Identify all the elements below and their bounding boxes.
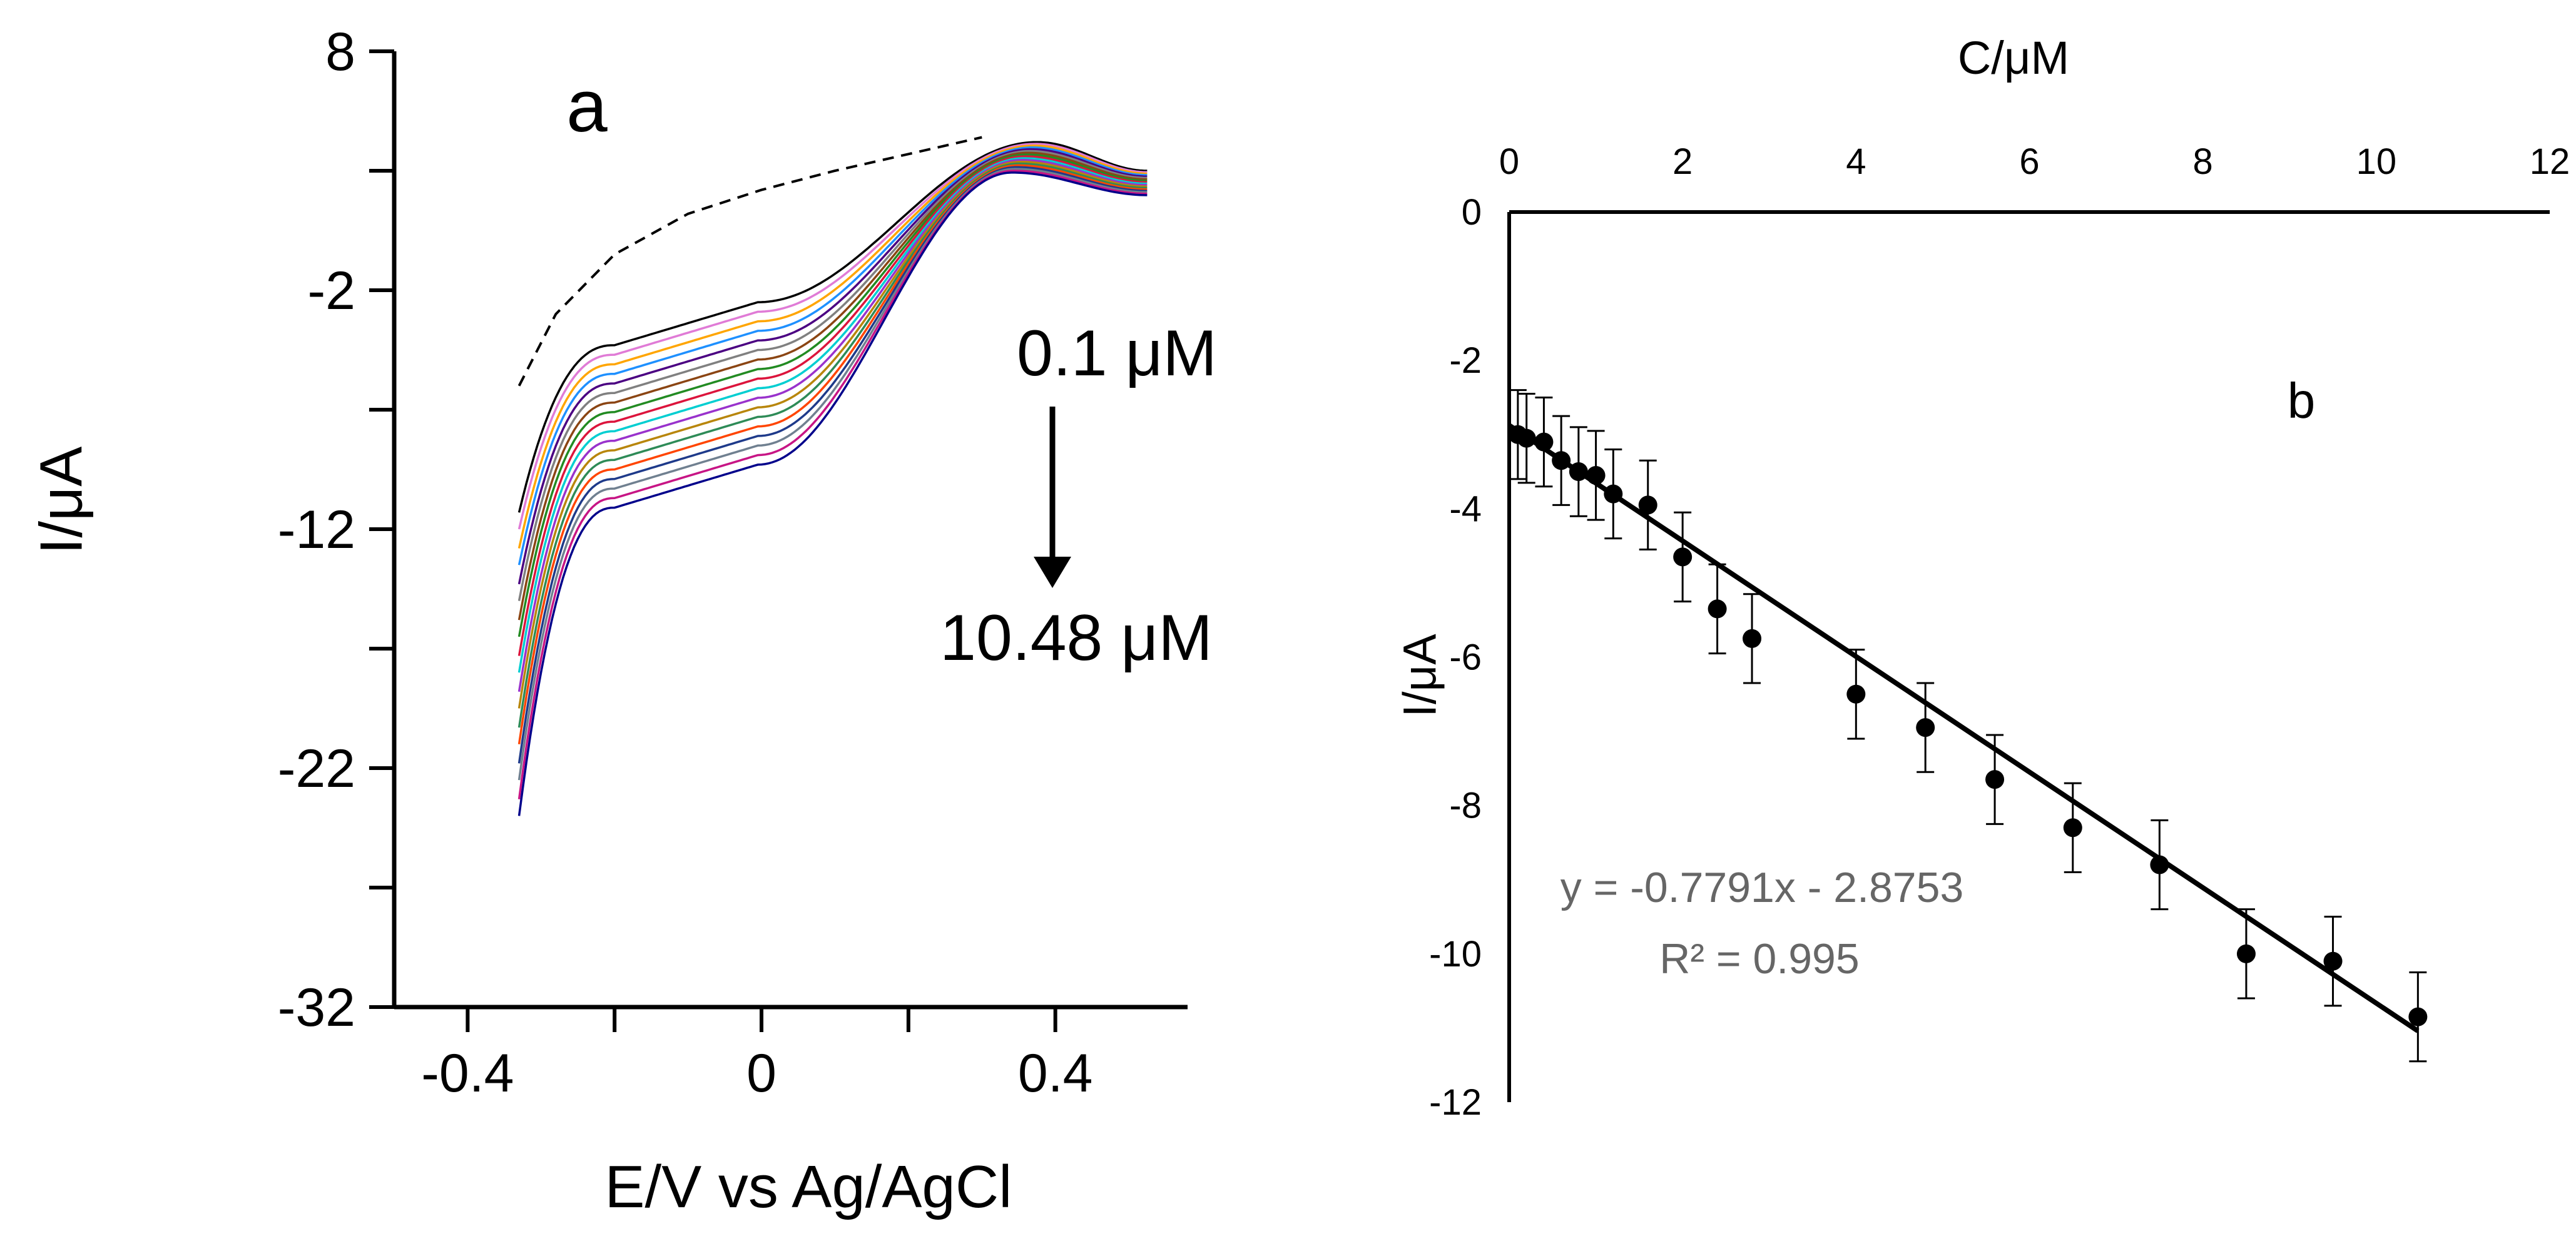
panel-a-y-tick-label: -2 (308, 261, 355, 321)
data-point (2323, 951, 2343, 971)
regression-line (1507, 423, 2420, 1033)
data-point (1743, 629, 1762, 648)
panel-a-y-axis-title: I/μA (28, 447, 94, 555)
data-point (1517, 428, 1536, 448)
voltammogram-trace (517, 160, 1148, 709)
panel-b-x-tick-label: 12 (2530, 141, 2570, 182)
data-point (1708, 599, 1727, 619)
voltammogram-trace (517, 143, 1148, 530)
panel-a-y-tick-label: -12 (278, 500, 355, 560)
panel-b-x-tick-label: 8 (2193, 141, 2213, 182)
panel-b-y-tick-label: 0 (1462, 192, 1482, 233)
end-concentration-label: 10.48 μM (940, 602, 1213, 674)
voltammogram-trace (517, 144, 1148, 549)
panel-a-x-tick-label: 0 (746, 1043, 776, 1103)
panel-a-voltammogram: I/μA E/V vs Ag/AgCl a 0.1 μM 10.48 μM -0… (28, 22, 1217, 1220)
voltammogram-trace (517, 168, 1148, 781)
panel-b-y-tick-label: -2 (1449, 340, 1482, 381)
data-point (1604, 484, 1623, 504)
concentration-arrow (1034, 407, 1071, 588)
voltammogram-trace (517, 149, 1148, 601)
data-point (1638, 495, 1657, 515)
voltammogram-trace (517, 162, 1148, 728)
voltammogram-trace (517, 155, 1148, 656)
panel-b-y-tick-label: -8 (1449, 786, 1482, 826)
panel-b-x-tick-labels: 0 2 4 6 8 10 12 (1499, 141, 2570, 182)
panel-a-y-tick-label: -22 (278, 739, 355, 799)
panel-b-plot-area (1507, 210, 2550, 1102)
voltammogram-trace (517, 157, 1148, 673)
voltammogram-trace (517, 148, 1148, 585)
voltammogram-trace (517, 151, 1148, 620)
panel-b-label: b (2288, 373, 2316, 428)
panel-b-y-tick-label: -4 (1449, 489, 1482, 529)
panel-b-x-tick-label: 2 (1672, 141, 1693, 182)
panel-b-x-tick-label: 6 (2019, 141, 2039, 182)
panel-b-y-tick-label: -10 (1429, 934, 1482, 975)
voltammogram-trace (517, 171, 1148, 816)
data-point (2236, 944, 2256, 963)
blank-trace-dashed (517, 136, 982, 387)
data-point (1985, 770, 2005, 789)
panel-a-y-tick-labels: 8 -2 -12 -22 -32 (278, 22, 355, 1038)
panel-a-x-tick-label: -0.4 (421, 1043, 514, 1103)
voltammogram-trace (517, 170, 1148, 799)
panel-b-calibration: C/μM I/μA b y = -0.7791x - 2.8753 R² = 0… (1394, 32, 2570, 1123)
data-point (2150, 855, 2169, 874)
panel-b-y-tick-label: -6 (1449, 637, 1482, 678)
data-point (1846, 684, 1866, 704)
voltammogram-trace (517, 164, 1148, 745)
panel-a-x-tick-label: 0.4 (1018, 1043, 1093, 1103)
data-point (1569, 462, 1588, 482)
voltammogram-trace (517, 146, 1148, 565)
panel-a-plot-area (369, 49, 1188, 1032)
panel-b-y-axis-title: I/μA (1394, 634, 1446, 717)
panel-b-x-tick-label: 0 (1499, 141, 1519, 182)
panel-b-x-tick-label: 4 (1846, 141, 1866, 182)
data-point (2063, 818, 2082, 838)
panel-b-y-tick-labels: 0 -2 -4 -6 -8 -10 -12 (1429, 192, 1482, 1123)
voltammogram-trace (517, 141, 1148, 513)
data-point (1916, 718, 1935, 737)
data-point (1673, 547, 1693, 567)
data-point (1586, 465, 1606, 485)
panel-b-x-axis-title: C/μM (1958, 32, 2069, 84)
voltammogram-trace (517, 153, 1148, 637)
panel-a-x-tick-labels: -0.4 0 0.4 (421, 1043, 1092, 1103)
regression-equation: y = -0.7791x - 2.8753 (1560, 864, 1964, 911)
r-squared-label: R² = 0.995 (1659, 935, 1859, 983)
voltammogram-trace (517, 166, 1148, 764)
data-point (1552, 451, 1571, 470)
panel-a-y-tick-label: -32 (278, 978, 355, 1038)
panel-a-label: a (566, 65, 608, 148)
panel-a-x-axis-title: E/V vs Ag/AgCl (605, 1153, 1012, 1220)
panel-b-x-tick-label: 10 (2356, 141, 2397, 182)
voltammogram-trace (517, 159, 1148, 692)
panel-b-y-tick-label: -12 (1429, 1082, 1482, 1123)
panel-a-y-tick-label: 8 (325, 22, 355, 82)
start-concentration-label: 0.1 μM (1017, 317, 1217, 390)
data-point (2408, 1007, 2428, 1026)
data-point (1534, 432, 1554, 452)
